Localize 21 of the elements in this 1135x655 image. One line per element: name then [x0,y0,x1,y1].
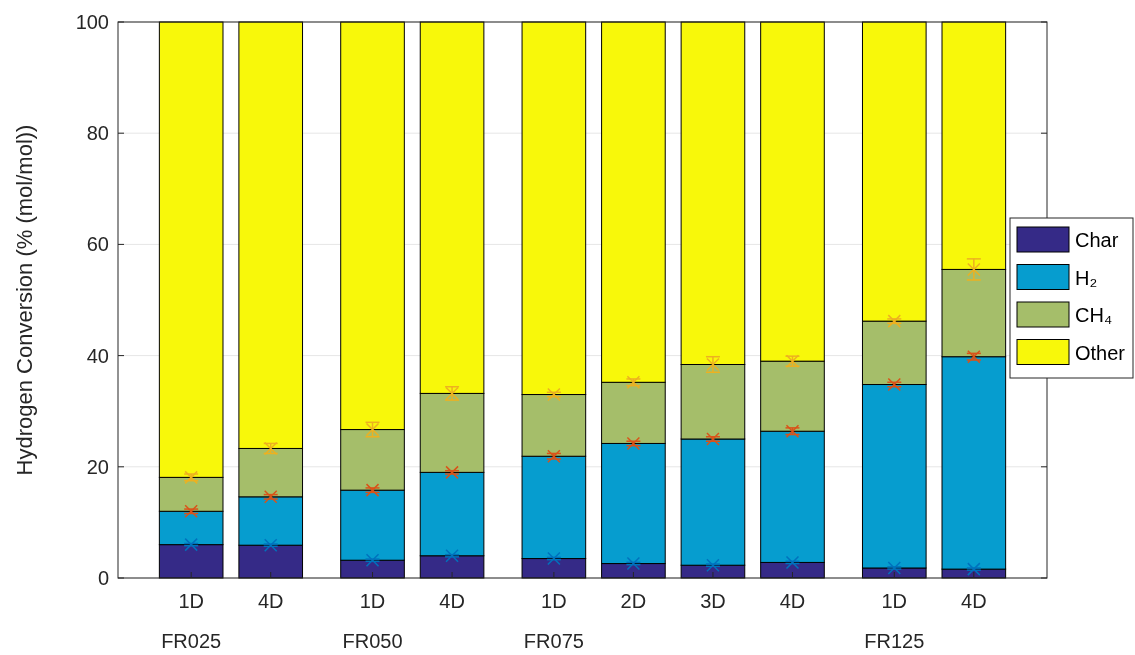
legend-label: Other [1075,341,1126,364]
x-tick-label: 2D [620,590,647,612]
x-tick-label: 4D [961,590,987,612]
x-tick-label: 4D [779,590,806,612]
x-tick-label: 3D [700,590,726,612]
legend-label: CH₄ [1075,304,1113,326]
y-tick-label: 100 [75,11,109,33]
x-tick-label: 4D [439,590,465,612]
y-axis-title: Hydrogen Conversion (% (mol/mol)) [12,124,37,476]
x-tick-label: 1D FR125 [864,590,925,652]
legend-label: H₂ [1075,266,1098,289]
x-tick-label: 1D FR075 [523,590,584,652]
legend-label: Char [1075,229,1119,251]
y-tick-label: 80 [86,122,109,145]
y-tick-label: 0 [97,567,109,589]
x-tick-label: 1D FR050 [342,590,403,652]
y-tick-label: 60 [86,233,109,256]
x-tick-label: 4D [257,590,284,612]
y-tick-label: 40 [86,344,109,367]
y-tick-label: 20 [86,455,109,478]
x-tick-label: 1D FR025 [161,590,222,652]
